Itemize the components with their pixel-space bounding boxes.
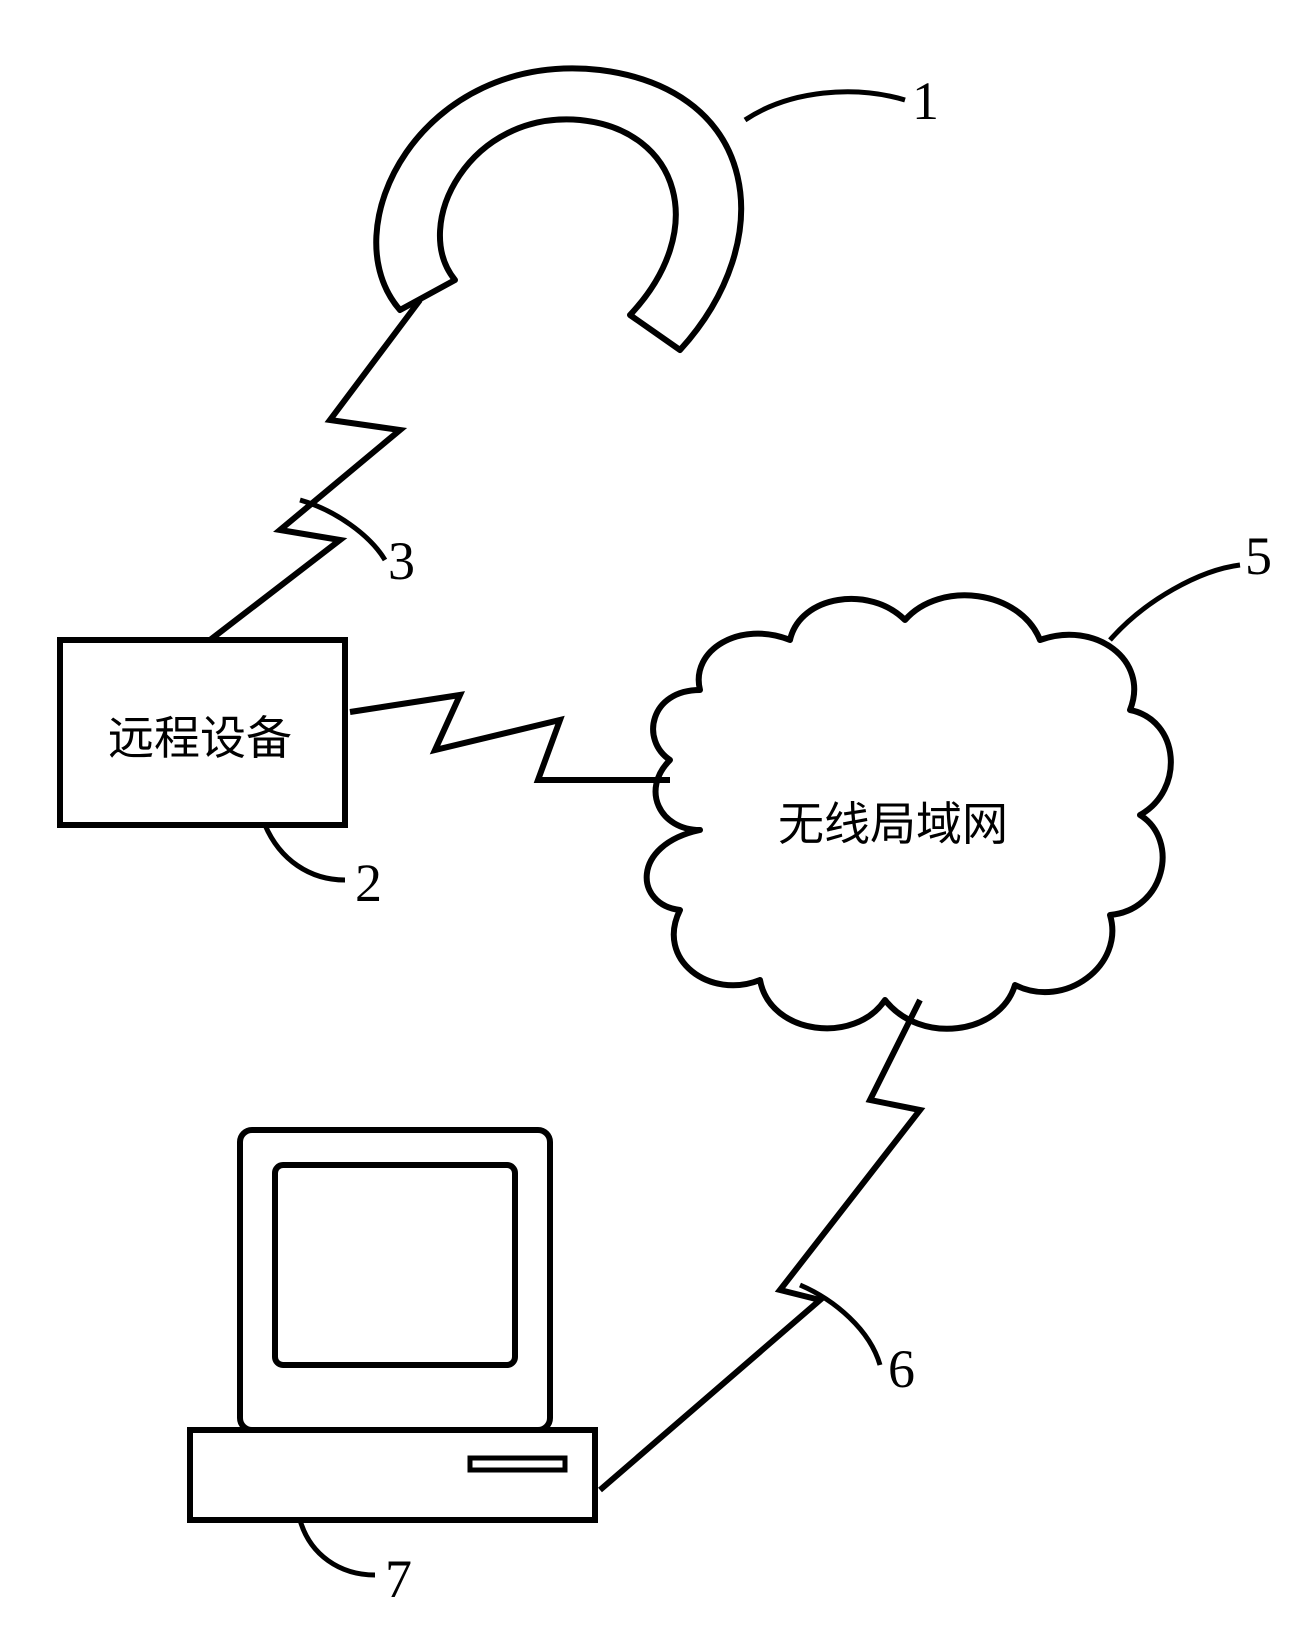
index-2: 2 <box>355 852 382 914</box>
diagram-svg <box>0 0 1296 1637</box>
edge-remote-wlan <box>350 695 670 780</box>
index-5: 5 <box>1245 525 1272 587</box>
remote-device-label: 远程设备 <box>108 702 292 768</box>
edge-wlan-computer <box>600 1000 920 1490</box>
index-7: 7 <box>385 1548 412 1610</box>
index-3: 3 <box>388 530 415 592</box>
hearing-aid-node <box>376 68 905 350</box>
index-1: 1 <box>912 70 939 132</box>
computer-node <box>190 1130 595 1575</box>
wlan-label: 无线局域网 <box>778 788 1008 854</box>
diagram-stage: 远程设备 无线局域网 1 2 3 5 6 7 <box>0 0 1296 1637</box>
index-6: 6 <box>888 1338 915 1400</box>
